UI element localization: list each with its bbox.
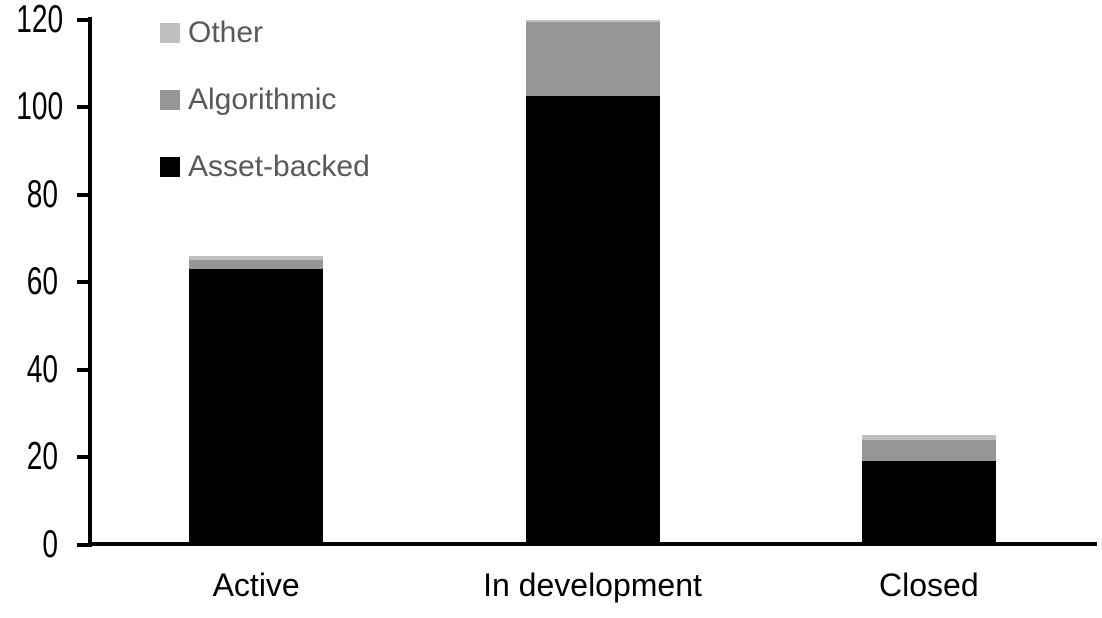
category-label-in-development: In development [483,567,702,603]
y-tick-label-0: 0 [42,522,58,566]
y-tick-0 [77,542,88,547]
y-tick-label-40: 40 [26,347,58,391]
y-tick-80 [77,192,88,197]
bar-segment-other [861,435,996,440]
bar-segment-algorithmic [525,21,660,97]
y-tick-label-80: 80 [26,172,58,216]
y-tick-20 [77,455,88,459]
bar-segment-asset-backed [861,461,996,545]
y-tick-label-20: 20 [26,435,58,478]
legend-label: Other [188,16,264,49]
bar-segment-other [189,255,324,261]
bar-segment-asset-backed [525,96,660,545]
legend-label: Asset-backed [188,150,370,183]
bar-segment-other [525,19,660,22]
x-axis-line [88,542,1097,546]
y-tick-label-100: 100 [16,85,64,128]
bar-segment-algorithmic [189,260,324,269]
legend-swatch-icon [160,157,180,177]
y-tick-60 [77,280,88,284]
y-tick-40 [77,367,88,372]
bar-segment-asset-backed [189,268,324,545]
legend: Other Algorithmic Asset-backed [160,18,370,182]
y-tick-120 [77,17,88,22]
legend-swatch-icon [160,90,180,110]
legend-item-algorithmic: Algorithmic [160,85,370,115]
bar-segment-algorithmic [861,439,996,462]
y-tick-100 [77,105,88,109]
legend-item-asset-backed: Asset-backed [160,152,370,182]
y-tick-label-120: 120 [16,0,64,41]
category-label-active: Active [212,567,300,603]
legend-label: Algorithmic [188,83,337,116]
legend-item-other: Other [160,18,370,48]
y-axis-line [88,17,92,547]
legend-swatch-icon [160,23,180,43]
y-tick-label-60: 60 [26,260,58,303]
category-label-closed: Closed [879,567,979,603]
